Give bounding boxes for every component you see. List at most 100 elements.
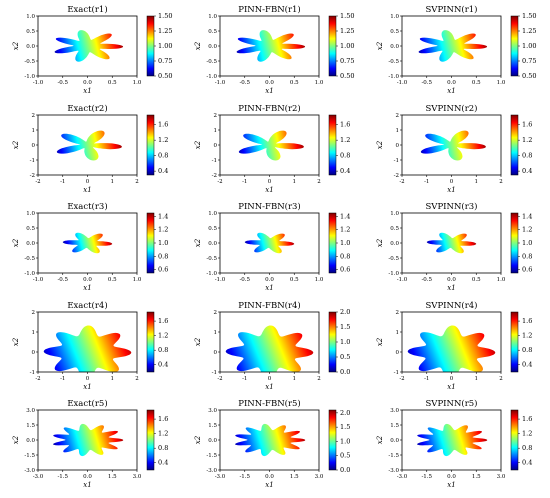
x-axis-label: x1 (265, 186, 273, 194)
y-tick-label: 0.5 (208, 29, 217, 35)
y-tick-label: 0.5 (26, 29, 35, 35)
subplot-title: SVPINN(r1) (425, 4, 477, 15)
colorbar (146, 311, 155, 373)
y-tick-label: 0.5 (26, 226, 35, 232)
x-tick-label: -1 (424, 376, 429, 382)
x-tick-label: 3.0 (315, 474, 324, 480)
subplot-title: Exact(r4) (67, 300, 107, 311)
x-tick-label: -1 (60, 376, 65, 382)
y-tick-label: -1 (394, 158, 399, 164)
x-axis-label: x1 (265, 87, 273, 95)
subplot-2-3: SVPINN(r2) -2 -1 0 1 2 -2 -1 0 1 2 x1 x2 0.4 0.8 1.2 1.6 (376, 103, 532, 194)
subplot-title: PINN-FBN(r5) (238, 398, 301, 409)
x-tick-label: -0.5 (239, 80, 250, 86)
y-tick-label: -1.0 (206, 74, 217, 80)
y-tick-label: -3.0 (206, 468, 217, 474)
colorbar-tick-label: 1.0 (340, 437, 350, 445)
y-tick-label: -0.5 (206, 256, 217, 262)
y-tick-label: 2 (32, 310, 36, 316)
y-tick-label: 2 (214, 113, 218, 119)
subplot-title: Exact(r3) (67, 201, 107, 212)
colorbar-tick-label: 1.2 (158, 332, 168, 340)
colorbar-tick-label: 0.0 (340, 466, 350, 474)
colorbar (146, 114, 155, 176)
field-shape (426, 232, 477, 254)
colorbar-tick-label: 0.8 (158, 152, 168, 160)
y-tick-label: -3.0 (24, 468, 35, 474)
colorbar-tick-label: 1.6 (522, 121, 532, 129)
x-tick-label: -3.0 (215, 474, 226, 480)
x-tick-label: -2 (217, 376, 222, 382)
colorbar-tick-label: 0.4 (158, 167, 168, 175)
colorbar-tick-label: 1.4 (158, 212, 168, 220)
x-tick-label: 1 (293, 179, 297, 185)
field-shape (244, 232, 295, 254)
subplot-title: SVPINN(r5) (425, 398, 477, 409)
colorbar-tick-label: 1.50 (158, 12, 172, 20)
x-axis-label: x1 (83, 186, 91, 194)
x-axis-label: x1 (447, 481, 455, 489)
x-tick-label: 1.0 (497, 277, 506, 283)
y-tick-label: 0.0 (208, 438, 217, 444)
y-tick-label: 0.0 (208, 241, 217, 247)
x-axis-label: x1 (447, 383, 455, 391)
y-tick-label: 0 (214, 350, 218, 356)
colorbar-tick-label: 0.4 (340, 167, 350, 175)
colorbar-tick-label: 0.5 (340, 452, 350, 460)
x-tick-label: -1.5 (239, 474, 250, 480)
y-tick-label: 0 (214, 143, 218, 149)
colorbar-tick-label: 0.8 (522, 346, 532, 354)
x-tick-label: -1.0 (33, 80, 44, 86)
x-tick-label: -1 (60, 179, 65, 185)
colorbar-tick-label: 1.2 (522, 136, 532, 144)
y-tick-label: 3.0 (26, 408, 35, 414)
x-tick-label: -2 (399, 179, 404, 185)
y-tick-label: 0 (32, 350, 36, 356)
y-tick-label: 2 (32, 113, 36, 119)
y-tick-label: 1.5 (390, 423, 399, 429)
y-tick-label: 2 (214, 310, 218, 316)
x-tick-label: 1.0 (497, 80, 506, 86)
colorbar-tick-label: 1.2 (340, 226, 350, 234)
y-axis-label: x2 (376, 435, 384, 444)
y-tick-label: -3.0 (388, 468, 399, 474)
y-tick-label: 1.0 (208, 211, 217, 217)
colorbar-tick-label: 1.00 (158, 42, 172, 50)
x-tick-label: -1.5 (421, 474, 432, 480)
y-axis-label: x2 (376, 41, 384, 50)
y-tick-label: 1 (396, 330, 400, 336)
colorbar (328, 311, 337, 373)
colorbar-tick-label: 0.75 (522, 57, 536, 65)
y-tick-label: -1.5 (24, 453, 35, 459)
subplot-3-3: SVPINN(r3) -1.0 -0.5 0.0 0.5 1.0 -1.0 -0.5 0.0 0.… (376, 201, 532, 292)
y-axis-label: x2 (12, 238, 20, 247)
y-tick-label: -1 (394, 370, 399, 376)
colorbar-tick-label: 1.2 (158, 430, 168, 438)
x-tick-label: 0 (86, 376, 90, 382)
colorbar (328, 114, 337, 176)
colorbar-tick-label: 0.8 (158, 252, 168, 260)
colorbar (510, 311, 519, 373)
x-tick-label: 1 (111, 376, 115, 382)
x-tick-label: 0.0 (447, 474, 456, 480)
x-tick-label: -2 (35, 179, 40, 185)
x-tick-label: -1 (242, 179, 247, 185)
colorbar-tick-label: 0.50 (158, 72, 172, 80)
colorbar-tick-label: 1.5 (340, 423, 350, 431)
y-tick-label: 1.0 (26, 14, 35, 20)
x-tick-label: -0.5 (57, 80, 68, 86)
y-axis-label: x2 (194, 238, 202, 247)
x-tick-label: 1 (475, 179, 479, 185)
colorbar (146, 409, 155, 471)
colorbar-tick-label: 0.4 (522, 361, 532, 369)
colorbar (146, 15, 155, 77)
x-tick-label: 1.0 (133, 80, 142, 86)
x-tick-label: 1 (475, 376, 479, 382)
colorbar (328, 15, 337, 77)
subplot-2-2: PINN-FBN(r2) -2 -1 0 1 2 -2 -1 0 1 2 x1 x2 0.4 0.8 1.2 1… (194, 103, 350, 194)
colorbar-tick-label: 0.6 (340, 266, 350, 274)
colorbar-tick-label: 0.8 (158, 444, 168, 452)
